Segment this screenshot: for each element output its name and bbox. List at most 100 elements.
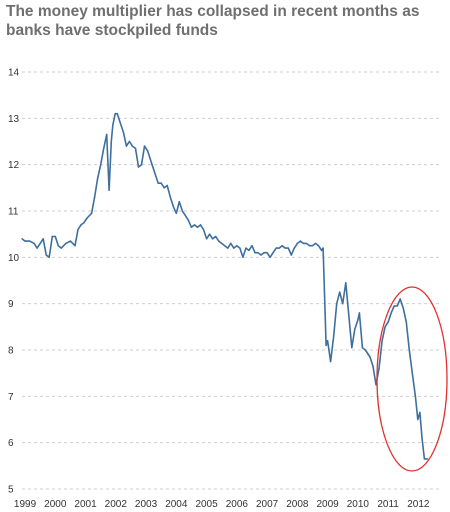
chart-title: The money multiplier has collapsed in re…: [6, 3, 420, 39]
data-point: [100, 164, 102, 166]
data-point: [322, 247, 324, 249]
data-point: [372, 365, 374, 367]
data-point: [114, 113, 116, 115]
data-point: [103, 147, 105, 150]
x-axis: 1999 2000 2001 2002 2003 2004 2005 2006 2007 2008…: [14, 499, 430, 510]
data-point: [80, 224, 82, 226]
data-point: [45, 254, 47, 256]
data-point: [314, 242, 317, 245]
x-tick-label: 2003: [135, 499, 158, 510]
data-point: [325, 344, 327, 347]
data-point: [146, 150, 149, 152]
highlight-ellipse: [376, 286, 448, 472]
data-point: [65, 242, 67, 245]
x-tick-label: 2007: [256, 499, 279, 510]
data-point: [122, 131, 125, 133]
data-point: [417, 418, 419, 421]
data-point: [242, 256, 244, 258]
data-point: [157, 182, 159, 184]
data-point: [421, 437, 423, 439]
x-tick-label: 2008: [286, 499, 309, 510]
data-point: [125, 145, 128, 147]
data-point: [408, 349, 410, 351]
data-point: [74, 245, 76, 247]
data-point: [351, 347, 353, 349]
data-point: [93, 196, 96, 198]
x-tick-label: 2005: [195, 499, 218, 510]
x-tick-label: 2000: [44, 499, 67, 510]
y-tick-label: 10: [8, 253, 20, 264]
data-point: [169, 196, 171, 198]
data-point: [51, 235, 53, 238]
data-point: [339, 291, 341, 293]
data-point: [36, 247, 38, 249]
data-point: [378, 367, 380, 370]
data-point: [83, 221, 85, 224]
data-point: [230, 242, 232, 245]
x-tick-label: 2010: [347, 499, 370, 510]
data-point: [329, 360, 332, 363]
data-point: [248, 249, 250, 252]
data-point: [221, 242, 223, 245]
data-point: [375, 384, 377, 386]
data-point: [77, 228, 79, 231]
data-point: [287, 247, 289, 249]
data-point: [257, 252, 259, 254]
data-point: [181, 210, 184, 212]
data-point: [134, 147, 137, 150]
data-point: [239, 247, 241, 249]
data-point: [175, 212, 177, 214]
data-point: [272, 252, 274, 254]
data-point: [42, 238, 44, 240]
data-point: [393, 305, 395, 307]
data-point: [160, 182, 162, 184]
data-point: [317, 245, 320, 247]
data-point: [140, 164, 143, 166]
data-point: [308, 245, 311, 247]
data-point: [90, 212, 93, 214]
data-point: [54, 235, 56, 238]
data-point: [251, 245, 253, 247]
data-point: [108, 189, 110, 191]
data-point: [28, 240, 31, 242]
data-point: [414, 395, 417, 397]
x-tick-label: 2004: [165, 499, 188, 510]
data-point: [399, 298, 401, 300]
data-point: [364, 349, 367, 351]
data-point: [336, 303, 338, 305]
data-point: [184, 214, 187, 217]
data-point: [211, 238, 214, 240]
data-point: [320, 249, 323, 252]
data-point: [205, 238, 208, 240]
data-points: [21, 113, 429, 460]
x-tick-label: 2002: [105, 499, 128, 510]
data-point: [419, 411, 421, 414]
data-point: [369, 356, 371, 358]
data-point: [384, 326, 386, 328]
data-point: [390, 312, 392, 314]
y-tick-label: 6: [8, 438, 14, 449]
data-point: [215, 235, 217, 238]
data-point: [357, 319, 359, 321]
data-point: [227, 247, 229, 249]
data-point: [193, 224, 196, 226]
data-point: [260, 254, 262, 256]
data-point: [178, 201, 180, 203]
data-point: [266, 252, 268, 254]
data-point: [60, 247, 62, 249]
data-point: [208, 233, 211, 235]
y-tick-label: 13: [8, 114, 20, 125]
series-line: [21, 112, 428, 460]
data-point: [233, 247, 235, 249]
data-point: [263, 252, 265, 254]
data-point: [57, 245, 59, 247]
data-point: [190, 226, 193, 228]
data-point: [269, 256, 271, 258]
data-point: [48, 256, 50, 258]
data-point: [86, 217, 88, 219]
data-point: [284, 247, 286, 249]
data-point: [296, 242, 299, 245]
x-tick-label: 2009: [316, 499, 339, 510]
data-point: [358, 312, 361, 314]
